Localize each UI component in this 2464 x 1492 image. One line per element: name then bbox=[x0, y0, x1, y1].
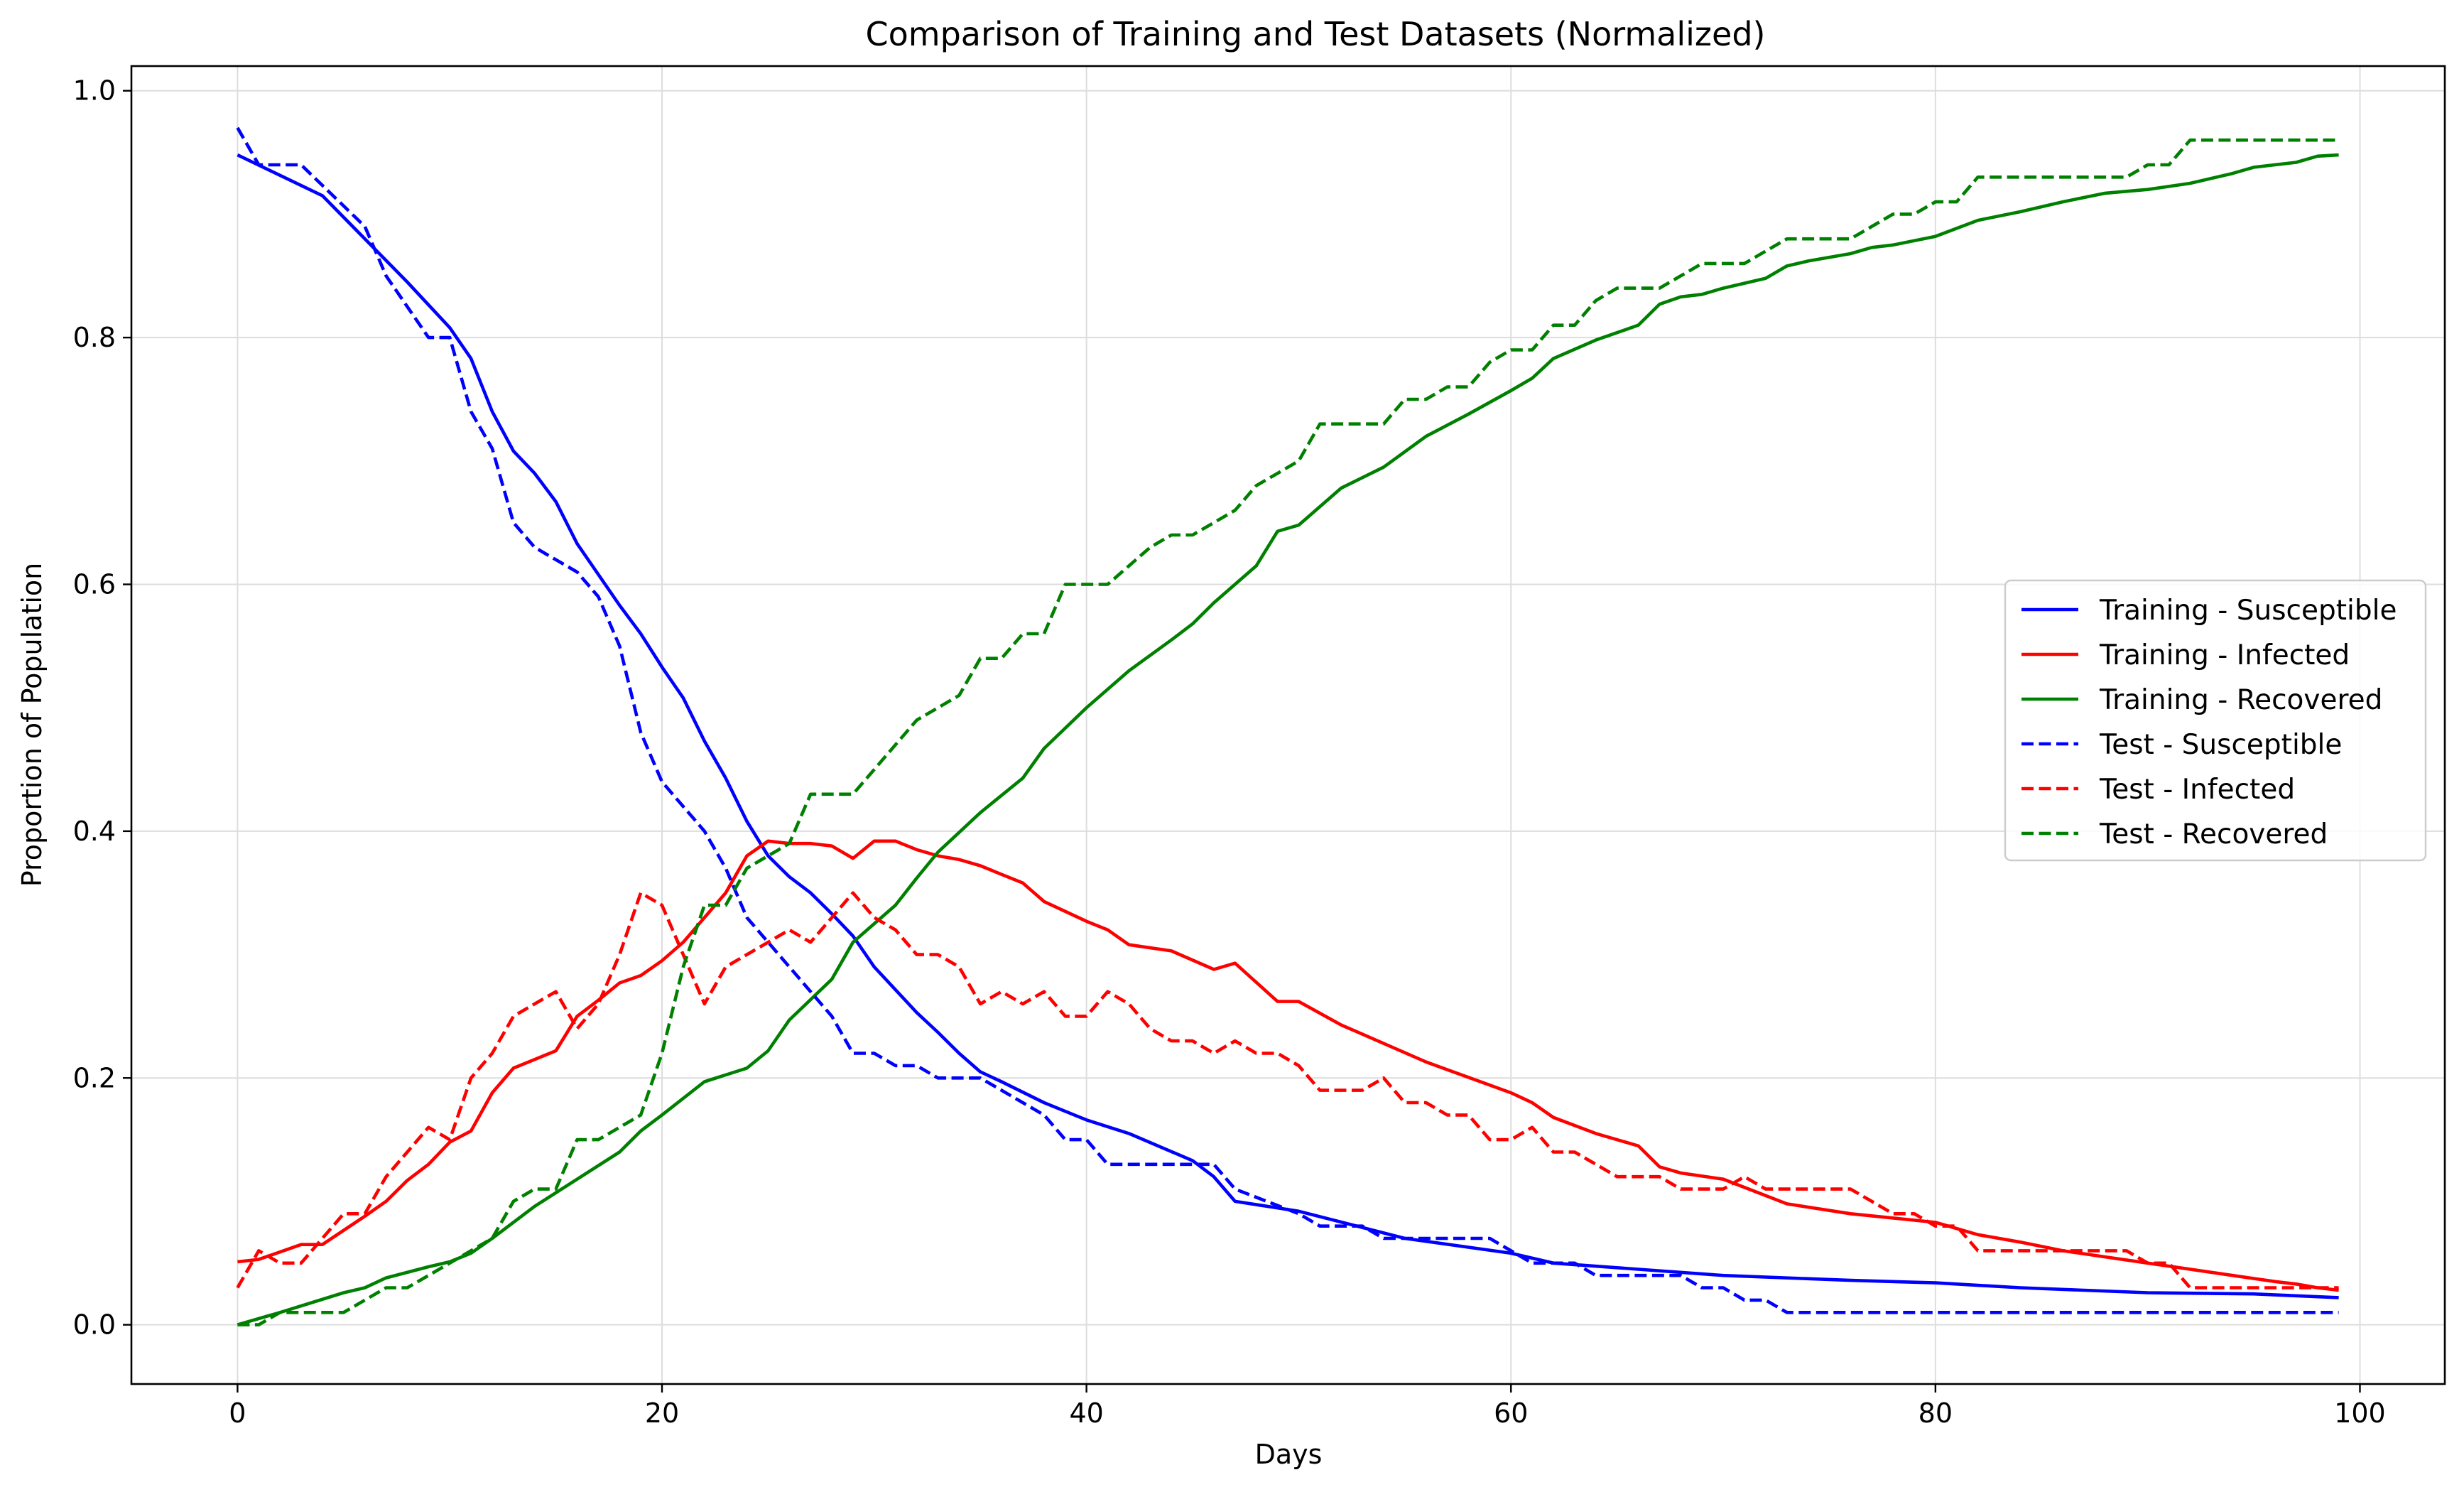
x-tick-label: 80 bbox=[1918, 1398, 1953, 1429]
legend-label: Training - Recovered bbox=[2099, 684, 2382, 716]
series-line-5 bbox=[236, 891, 2339, 1290]
series-line-3 bbox=[237, 153, 2339, 1326]
chart-title: Comparison of Training and Test Datasets… bbox=[866, 15, 1766, 53]
x-tick-label: 20 bbox=[645, 1398, 679, 1429]
y-tick-label: 0.0 bbox=[73, 1309, 116, 1341]
y-tick-label: 0.4 bbox=[73, 816, 116, 847]
y-tick-label: 0.2 bbox=[73, 1062, 116, 1093]
series-line-1 bbox=[237, 153, 2339, 1299]
x-axis-label: Days bbox=[1255, 1439, 1323, 1470]
y-tick-label: 1.0 bbox=[73, 75, 116, 107]
y-tick-label: 0.8 bbox=[73, 322, 116, 353]
y-tick-label: 0.6 bbox=[73, 568, 116, 600]
axis-ticks: 0 20 40 60 80 100 0.0 0.2 0.4 0.6 0.8 1.0 bbox=[73, 75, 2386, 1429]
plot-area-frame bbox=[130, 65, 2446, 1385]
legend-label: Test - Recovered bbox=[2099, 818, 2328, 850]
series-layer bbox=[236, 126, 2339, 1326]
legend-label: Training - Infected bbox=[2099, 639, 2350, 671]
series-line-6 bbox=[237, 138, 2339, 1326]
x-tick-label: 100 bbox=[2334, 1398, 2386, 1429]
legend: Training - Susceptible Training - Infecte… bbox=[2004, 579, 2427, 862]
legend-label: Training - Susceptible bbox=[2099, 595, 2397, 627]
x-tick-label: 40 bbox=[1069, 1398, 1103, 1429]
series-line-4 bbox=[236, 126, 2339, 1314]
legend-frame bbox=[2004, 579, 2427, 862]
legend-label: Test - Infected bbox=[2099, 774, 2295, 806]
x-tick-label: 60 bbox=[1494, 1398, 1528, 1429]
series-line-2 bbox=[237, 839, 2339, 1292]
x-tick-label: 0 bbox=[229, 1398, 246, 1429]
legend-label: Test - Susceptible bbox=[2099, 729, 2342, 761]
y-axis-label: Proportion of Population bbox=[16, 563, 48, 887]
